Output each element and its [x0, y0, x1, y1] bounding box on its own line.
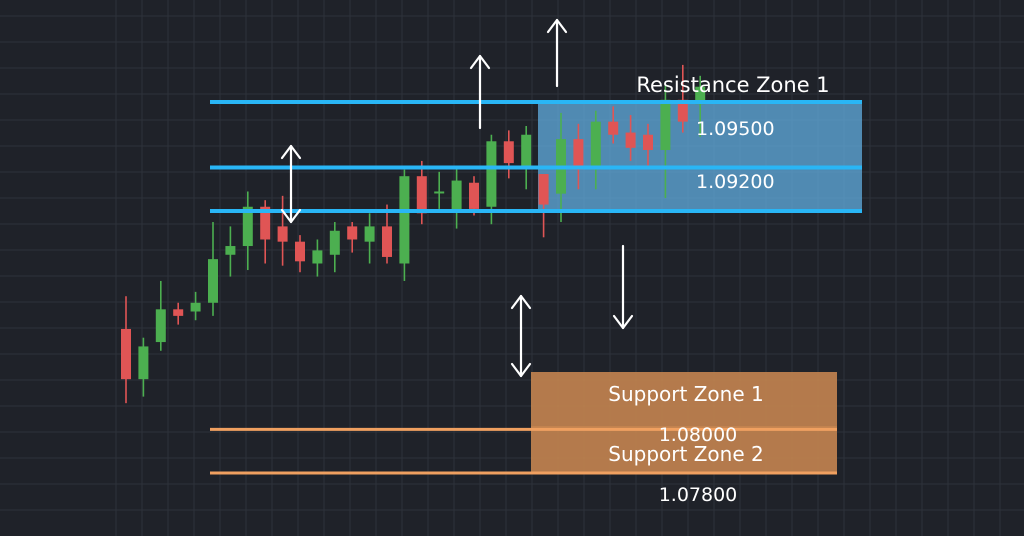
arrow-down	[612, 244, 634, 330]
support-zone-label: Support Zone 1	[608, 382, 763, 406]
arrow-head	[612, 314, 634, 330]
candle-body	[590, 121, 601, 170]
candle	[364, 213, 375, 264]
candle-body	[364, 226, 375, 242]
candle-body	[138, 346, 149, 380]
candle	[121, 296, 131, 404]
candle-body	[434, 191, 445, 194]
resistance-price-label: 1.09200	[696, 171, 775, 193]
candle-body	[503, 141, 514, 164]
support-zone-label: Support Zone 2	[608, 442, 763, 466]
candle	[573, 123, 584, 190]
candle	[329, 222, 340, 273]
candle	[677, 64, 688, 133]
candle-body	[382, 226, 392, 257]
arrow-head	[546, 18, 568, 34]
candle-body	[312, 250, 323, 264]
candle-body	[486, 141, 497, 207]
arrow-head	[280, 144, 302, 160]
candle	[312, 239, 323, 277]
arrow-both	[510, 294, 532, 378]
candle	[590, 110, 601, 190]
candle-body	[329, 230, 340, 255]
candles	[121, 64, 706, 404]
resistance-price-label: 1.09500	[696, 118, 775, 140]
candle	[451, 167, 462, 229]
candle	[399, 169, 410, 281]
candle-body	[538, 174, 549, 205]
candle-body	[643, 134, 653, 151]
labels: Resistance Zone 1 1.09500 1.09200 Suppor…	[608, 73, 829, 506]
candle-body	[225, 246, 236, 255]
candle	[138, 337, 149, 397]
arrow-head	[280, 208, 302, 224]
support-price-label: 1.07800	[659, 484, 738, 506]
candle	[382, 204, 392, 264]
candle	[173, 302, 184, 325]
candle-body	[521, 134, 532, 168]
candle	[242, 191, 253, 271]
candle	[625, 115, 636, 161]
candle	[225, 226, 236, 277]
arrow-up	[546, 18, 568, 88]
zone-lines	[210, 100, 862, 475]
candle	[155, 280, 166, 351]
candle-body	[573, 139, 584, 170]
candle	[208, 222, 218, 316]
candle-body	[242, 206, 253, 247]
candle-body	[208, 259, 218, 303]
arrow-both	[280, 144, 302, 224]
candle	[521, 126, 532, 190]
candle-body	[608, 121, 619, 135]
candle	[434, 171, 445, 209]
support-price-label: 1.08000	[659, 424, 738, 446]
candle-body	[121, 328, 131, 380]
candle	[347, 222, 358, 253]
arrow-head	[510, 362, 532, 378]
candle-body	[625, 132, 636, 148]
candle-body	[399, 176, 410, 264]
candle-body	[295, 241, 305, 262]
arrow-up	[469, 54, 491, 130]
candle	[190, 291, 201, 321]
candle-body	[451, 180, 462, 212]
candle-body	[660, 99, 671, 151]
support-zone-box	[531, 426, 837, 473]
candle	[608, 106, 619, 144]
candle	[695, 75, 706, 137]
candle-body	[469, 182, 479, 209]
candle-body	[277, 226, 288, 242]
arrow-head	[510, 294, 532, 310]
support-zone-box	[531, 372, 837, 430]
candle	[538, 174, 549, 238]
arrows	[280, 18, 634, 378]
candle	[295, 235, 305, 273]
candle-body	[416, 176, 427, 214]
candle-body	[677, 99, 688, 122]
candle-body	[695, 86, 706, 105]
candle	[277, 195, 288, 266]
candle-body	[190, 302, 201, 312]
candle-body	[260, 206, 271, 240]
arrow-head	[469, 54, 491, 70]
candle	[503, 130, 514, 179]
candle-body	[347, 226, 358, 240]
resistance-zone-label: Resistance Zone 1	[636, 73, 829, 97]
candle-body	[173, 309, 184, 316]
candle	[643, 123, 653, 168]
candle-body	[155, 309, 166, 343]
candle	[416, 160, 427, 225]
candle	[469, 176, 479, 216]
